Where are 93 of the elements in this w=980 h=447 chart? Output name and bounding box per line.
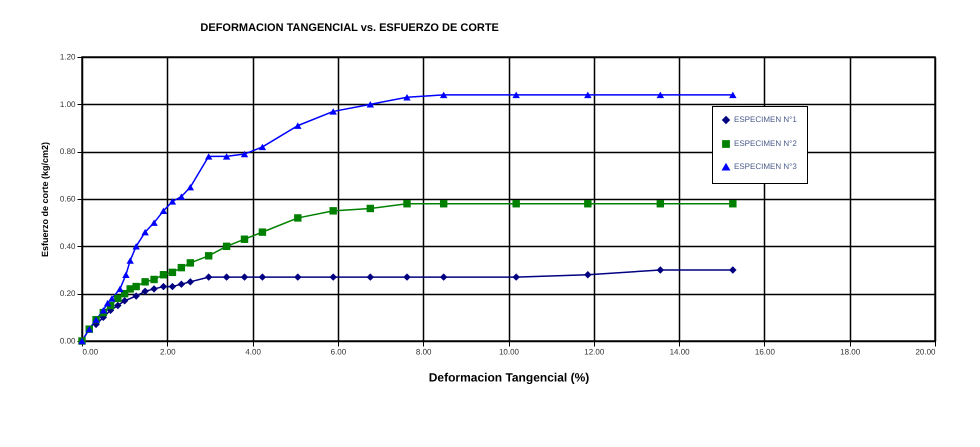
y-tick-label: 1.00 <box>60 100 76 109</box>
x-axis-title: Deformacion Tangencial (%) <box>428 370 590 384</box>
legend-label: ESPECIMEN N°2 <box>734 139 798 148</box>
point <box>729 266 737 274</box>
x-tick-label: 14.00 <box>670 348 690 356</box>
point <box>168 198 176 205</box>
x-tick-label: 16.00 <box>754 348 776 356</box>
point <box>122 272 130 278</box>
point <box>729 200 737 208</box>
point <box>126 257 134 264</box>
point <box>132 282 140 290</box>
point <box>168 268 176 276</box>
chart-title: DEFORMACION TANGENCIAL vs. ESFUERZO DE CORTE <box>200 22 499 34</box>
point <box>150 285 158 293</box>
x-tick-label: 10.00 <box>498 348 520 356</box>
point <box>141 228 149 236</box>
y-axis-title: Esfuerzo de corte (kg/cm2) <box>40 142 50 258</box>
x-tick-label: 12.00 <box>584 348 605 356</box>
x-tick-label: 6.00 <box>330 348 347 356</box>
point <box>258 228 266 236</box>
point <box>403 200 411 208</box>
point <box>258 144 266 150</box>
point <box>366 101 374 108</box>
point <box>104 300 112 306</box>
y-tick-label: 0.80 <box>60 147 76 156</box>
y-tick-label: 0.20 <box>60 289 76 298</box>
point <box>204 153 212 160</box>
point <box>178 264 186 272</box>
point <box>330 207 337 215</box>
point <box>584 200 592 208</box>
point <box>330 108 337 115</box>
x-tick-label: 0.00 <box>82 348 99 356</box>
point <box>160 282 168 290</box>
point <box>141 278 149 286</box>
point <box>729 92 737 98</box>
x-tick-label: 8.00 <box>416 348 432 356</box>
point <box>240 236 248 243</box>
point <box>132 243 140 250</box>
point <box>656 266 664 274</box>
point <box>240 273 248 281</box>
point <box>240 150 248 158</box>
point <box>366 204 374 212</box>
point <box>440 273 448 281</box>
point <box>294 122 302 129</box>
point <box>330 273 337 281</box>
point <box>656 92 664 98</box>
point <box>168 282 176 290</box>
point <box>160 208 168 214</box>
point <box>584 271 592 278</box>
point <box>440 200 448 208</box>
y-tick-label: 0.00 <box>60 336 76 346</box>
point <box>132 292 140 300</box>
point <box>186 259 194 267</box>
x-tick-label: 20.00 <box>915 348 936 356</box>
point <box>204 252 212 260</box>
point <box>222 242 230 250</box>
legend-label: ESPECIMEN N°3 <box>734 162 798 171</box>
y-tick-label: 1.20 <box>60 52 76 62</box>
point <box>114 294 122 302</box>
point <box>178 280 186 288</box>
point <box>222 153 230 160</box>
point <box>186 184 194 190</box>
point <box>656 200 664 208</box>
point <box>512 200 520 208</box>
point <box>178 193 186 200</box>
x-tick-label: 4.00 <box>245 348 262 356</box>
point <box>204 273 212 281</box>
point <box>100 307 108 314</box>
point <box>186 278 194 286</box>
y-tick-label: 0.40 <box>60 242 76 251</box>
point <box>512 273 520 281</box>
point <box>294 214 302 222</box>
point <box>150 276 158 284</box>
point <box>403 273 411 281</box>
x-tick-label: 2.00 <box>160 348 176 356</box>
x-tick-label: 18.00 <box>840 348 861 356</box>
point <box>440 92 448 98</box>
point <box>120 297 128 304</box>
point <box>108 295 116 302</box>
point <box>150 219 158 226</box>
legend-label: ESPECIMEN N°1 <box>734 115 798 124</box>
y-tick-label: 0.60 <box>60 194 76 204</box>
point <box>222 273 230 281</box>
point <box>366 273 374 281</box>
point <box>294 273 302 281</box>
point <box>584 92 592 98</box>
point <box>512 92 520 98</box>
point <box>258 273 266 281</box>
point <box>141 288 149 296</box>
point <box>403 94 411 100</box>
point <box>160 271 168 278</box>
point <box>114 302 122 310</box>
point <box>116 286 124 292</box>
